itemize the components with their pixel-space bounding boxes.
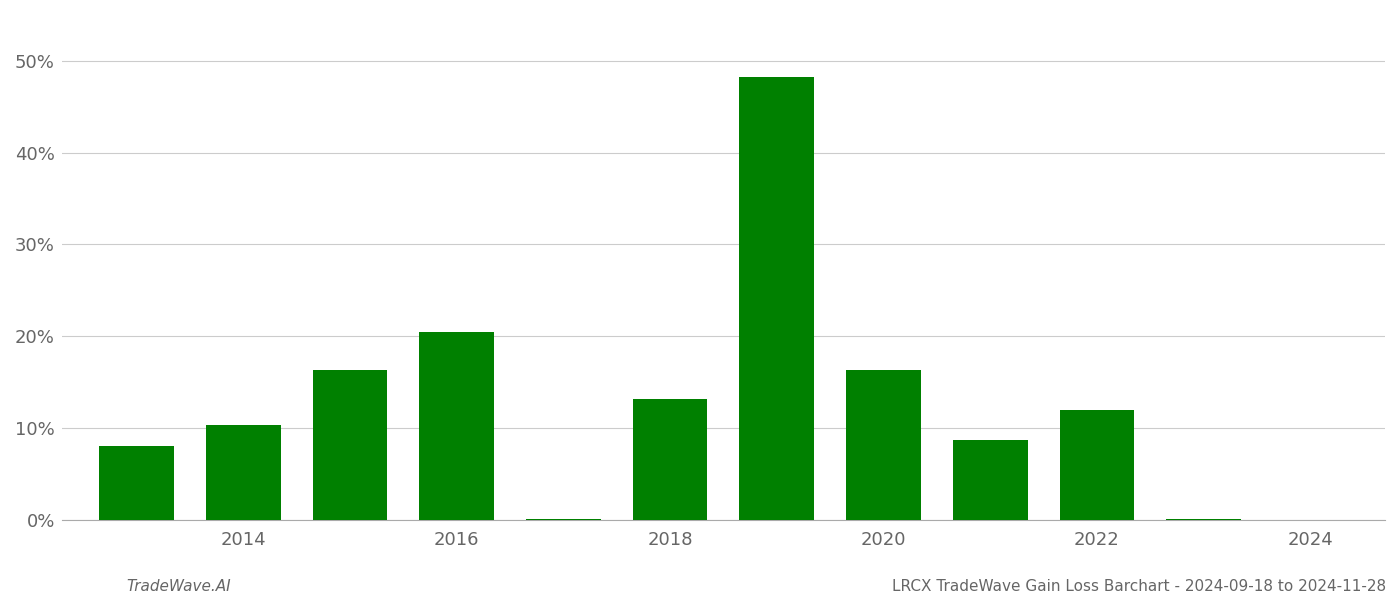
Text: LRCX TradeWave Gain Loss Barchart - 2024-09-18 to 2024-11-28: LRCX TradeWave Gain Loss Barchart - 2024… bbox=[892, 579, 1386, 594]
Bar bbox=[633, 399, 707, 520]
Bar bbox=[1060, 410, 1134, 520]
Bar bbox=[206, 425, 280, 520]
Bar bbox=[312, 370, 388, 520]
Bar bbox=[526, 519, 601, 520]
Text: TradeWave.AI: TradeWave.AI bbox=[126, 579, 231, 594]
Bar bbox=[99, 446, 174, 520]
Bar bbox=[739, 77, 815, 520]
Bar bbox=[846, 370, 921, 520]
Bar bbox=[953, 440, 1028, 520]
Bar bbox=[1166, 519, 1240, 520]
Bar bbox=[419, 332, 494, 520]
